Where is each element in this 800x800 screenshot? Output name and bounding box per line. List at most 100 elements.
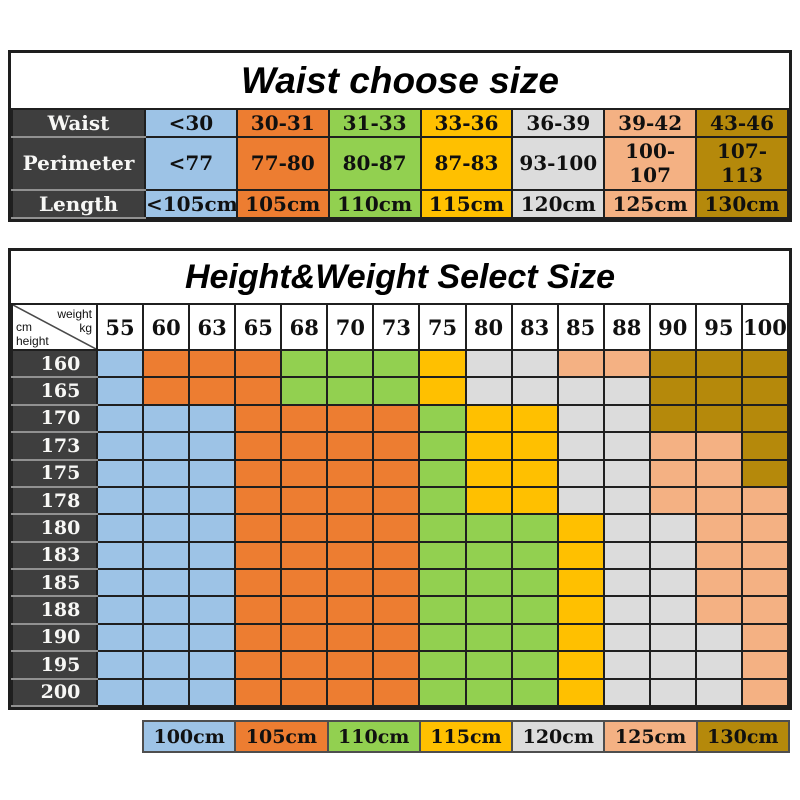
waist-value-cell: 33-36 bbox=[419, 108, 514, 138]
size-legend: 100cm 105cm 110cm 115cm 120cm 125cm 130cm bbox=[142, 720, 790, 753]
size-cell bbox=[464, 376, 513, 406]
height-row-185: 185 bbox=[11, 567, 790, 598]
waist-table: Waist <30 30-31 31-33 33-36 36-39 39-42 43-46 Pe… bbox=[11, 108, 789, 219]
size-cell bbox=[326, 513, 375, 543]
size-cell bbox=[510, 376, 559, 406]
size-cell bbox=[188, 567, 237, 598]
size-cell bbox=[510, 622, 559, 653]
size-cell bbox=[602, 650, 651, 680]
size-cell bbox=[648, 376, 697, 406]
size-cell bbox=[142, 650, 191, 680]
size-cell bbox=[326, 348, 375, 379]
size-cell bbox=[234, 348, 283, 379]
height-weight-table: weight kg cm height 55 60 63 65 68 70 73 75 80 83 85 88… bbox=[11, 303, 790, 707]
size-cell bbox=[95, 595, 145, 625]
size-cell bbox=[602, 622, 651, 653]
size-cell bbox=[464, 403, 513, 434]
size-cell bbox=[326, 431, 375, 461]
height-row-160: 160 bbox=[11, 348, 790, 379]
size-cell bbox=[142, 403, 191, 434]
size-cell bbox=[95, 458, 145, 488]
size-cell bbox=[142, 540, 191, 571]
size-cell bbox=[648, 540, 697, 571]
size-cell bbox=[188, 650, 237, 680]
size-cell bbox=[648, 403, 697, 434]
size-cell bbox=[188, 348, 237, 379]
size-cell bbox=[280, 348, 329, 379]
size-cell bbox=[326, 485, 375, 516]
size-cell bbox=[372, 677, 421, 707]
height-row-173: 173 bbox=[11, 431, 790, 461]
waist-row-length: Length <105cm 105cm 110cm 115cm 120cm 125cm 130… bbox=[11, 189, 789, 219]
size-cell bbox=[234, 567, 283, 598]
size-cell bbox=[510, 677, 559, 707]
size-cell bbox=[372, 376, 421, 406]
size-cell bbox=[188, 540, 237, 571]
length-value-cell: 125cm bbox=[603, 189, 698, 219]
waist-table-panel: Waist choose size Waist <30 30-31 31-33 33-3… bbox=[8, 50, 792, 222]
weight-header-cell: 90 bbox=[648, 303, 697, 351]
height-label: 170 bbox=[11, 403, 98, 434]
size-cell bbox=[372, 485, 421, 516]
size-cell bbox=[326, 595, 375, 625]
weight-header-cell: 73 bbox=[372, 303, 421, 351]
size-cell bbox=[372, 567, 421, 598]
size-cell bbox=[418, 376, 467, 406]
height-row-178: 178 bbox=[11, 485, 790, 516]
size-cell bbox=[188, 376, 237, 406]
size-cell bbox=[510, 403, 559, 434]
corner-label-cm: cm bbox=[16, 320, 32, 334]
size-cell bbox=[648, 485, 697, 516]
size-cell bbox=[740, 567, 790, 598]
corner-label-weight: weight bbox=[57, 307, 92, 321]
size-cell bbox=[95, 513, 145, 543]
size-cell bbox=[464, 677, 513, 707]
size-cell bbox=[464, 348, 513, 379]
size-cell bbox=[740, 677, 790, 707]
perimeter-value-cell: <77 bbox=[144, 135, 238, 192]
size-cell bbox=[556, 513, 605, 543]
size-cell bbox=[556, 622, 605, 653]
size-cell bbox=[95, 348, 145, 379]
weight-header-cell: 88 bbox=[602, 303, 651, 351]
weight-header-cell: 68 bbox=[280, 303, 329, 351]
size-cell bbox=[326, 540, 375, 571]
size-cell bbox=[464, 540, 513, 571]
size-cell bbox=[556, 348, 605, 379]
size-cell bbox=[188, 485, 237, 516]
waist-table-title: Waist choose size bbox=[240, 59, 560, 101]
size-cell bbox=[418, 513, 467, 543]
size-cell bbox=[326, 403, 375, 434]
height-label: 195 bbox=[11, 650, 98, 680]
size-cell bbox=[694, 540, 743, 571]
legend-item: 115cm bbox=[418, 722, 512, 751]
size-cell bbox=[95, 677, 145, 707]
height-label: 165 bbox=[11, 376, 98, 406]
size-cell bbox=[740, 376, 790, 406]
size-cell bbox=[372, 622, 421, 653]
waist-value-cell: 43-46 bbox=[695, 108, 789, 138]
corner-cell: weight kg cm height bbox=[11, 303, 98, 351]
size-cell bbox=[188, 458, 237, 488]
size-cell bbox=[188, 622, 237, 653]
waist-value-cell: 31-33 bbox=[327, 108, 422, 138]
size-cell bbox=[464, 485, 513, 516]
size-cell bbox=[372, 458, 421, 488]
size-cell bbox=[694, 650, 743, 680]
size-cell bbox=[142, 622, 191, 653]
size-cell bbox=[694, 458, 743, 488]
height-row-170: 170 bbox=[11, 403, 790, 434]
size-cell bbox=[556, 567, 605, 598]
weight-header-row: weight kg cm height 55 60 63 65 68 70 73 75 80 83 85 88… bbox=[11, 303, 790, 351]
length-value-cell: 130cm bbox=[695, 189, 789, 219]
perimeter-value-cell: 77-80 bbox=[235, 135, 330, 192]
size-cell bbox=[234, 458, 283, 488]
size-cell bbox=[142, 567, 191, 598]
size-cell bbox=[464, 513, 513, 543]
size-cell bbox=[234, 513, 283, 543]
size-cell bbox=[326, 458, 375, 488]
size-cell bbox=[602, 348, 651, 379]
size-cell bbox=[464, 595, 513, 625]
size-cell bbox=[280, 677, 329, 707]
